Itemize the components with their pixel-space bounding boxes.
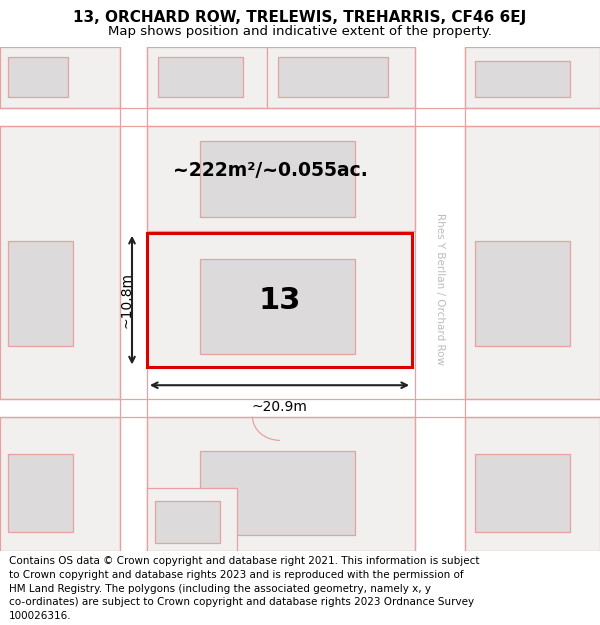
Bar [0,126,120,399]
Bar [147,126,415,231]
Bar [120,47,147,551]
Bar [200,451,355,536]
Bar [8,454,73,532]
Bar [200,259,355,354]
Bar [0,417,120,551]
Bar [0,47,120,108]
Bar [465,417,600,551]
Text: co-ordinates) are subject to Crown copyright and database rights 2023 Ordnance S: co-ordinates) are subject to Crown copyr… [9,598,474,608]
Bar [475,61,570,98]
Bar [267,47,415,108]
Bar [8,58,68,98]
Text: Map shows position and indicative extent of the property.: Map shows position and indicative extent… [108,26,492,39]
Text: 100026316.: 100026316. [9,611,71,621]
Text: ~222m²/~0.055ac.: ~222m²/~0.055ac. [173,161,367,181]
Bar [8,241,73,346]
Bar [0,108,600,126]
Bar [158,58,243,98]
Bar [200,141,355,217]
Text: Rhes Y Berllan / Orchard Row: Rhes Y Berllan / Orchard Row [435,213,445,364]
Bar [147,47,267,108]
Text: HM Land Registry. The polygons (including the associated geometry, namely x, y: HM Land Registry. The polygons (includin… [9,584,431,594]
Text: to Crown copyright and database rights 2023 and is reproduced with the permissio: to Crown copyright and database rights 2… [9,570,464,580]
Bar [278,58,388,98]
Bar [475,454,570,532]
Bar [147,233,412,368]
Bar [465,47,600,108]
Text: 13: 13 [259,286,301,314]
Bar [0,399,600,417]
Text: ~20.9m: ~20.9m [251,400,307,414]
Bar [475,241,570,346]
Bar [147,488,237,551]
Text: ~10.8m: ~10.8m [119,272,133,328]
Bar [147,417,415,551]
Text: 13, ORCHARD ROW, TRELEWIS, TREHARRIS, CF46 6EJ: 13, ORCHARD ROW, TRELEWIS, TREHARRIS, CF… [73,10,527,25]
Text: Contains OS data © Crown copyright and database right 2021. This information is : Contains OS data © Crown copyright and d… [9,556,479,566]
Bar [155,501,220,543]
Bar [465,126,600,399]
Bar [415,47,465,551]
